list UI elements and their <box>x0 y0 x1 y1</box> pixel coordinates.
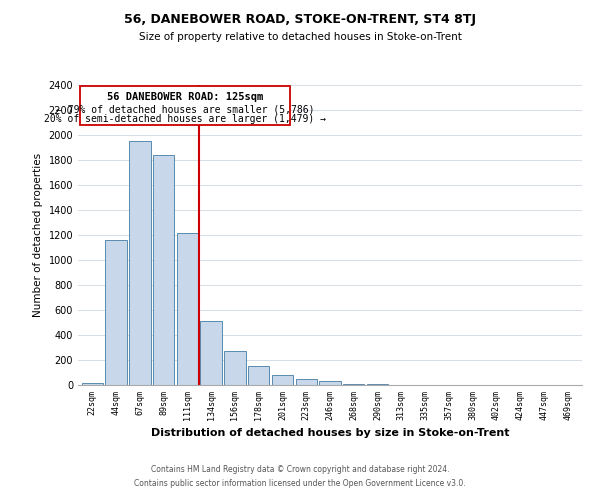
Bar <box>82 382 103 385</box>
Bar <box>343 384 364 385</box>
Bar <box>296 380 317 385</box>
Bar <box>176 232 198 385</box>
Bar <box>106 240 127 385</box>
X-axis label: Distribution of detached houses by size in Stoke-on-Trent: Distribution of detached houses by size … <box>151 428 509 438</box>
Bar <box>200 322 222 385</box>
Text: 56, DANEBOWER ROAD, STOKE-ON-TRENT, ST4 8TJ: 56, DANEBOWER ROAD, STOKE-ON-TRENT, ST4 … <box>124 12 476 26</box>
Text: ← 79% of detached houses are smaller (5,786): ← 79% of detached houses are smaller (5,… <box>56 104 314 115</box>
Bar <box>272 375 293 385</box>
Bar <box>224 351 245 385</box>
Bar <box>153 155 174 385</box>
Bar <box>248 366 269 385</box>
Bar <box>129 141 151 385</box>
Text: 56 DANEBOWER ROAD: 125sqm: 56 DANEBOWER ROAD: 125sqm <box>107 92 263 102</box>
Text: Size of property relative to detached houses in Stoke-on-Trent: Size of property relative to detached ho… <box>139 32 461 42</box>
Y-axis label: Number of detached properties: Number of detached properties <box>33 153 43 317</box>
Bar <box>80 86 290 125</box>
Text: Contains HM Land Registry data © Crown copyright and database right 2024.
Contai: Contains HM Land Registry data © Crown c… <box>134 466 466 487</box>
Text: 20% of semi-detached houses are larger (1,479) →: 20% of semi-detached houses are larger (… <box>44 114 326 124</box>
Bar <box>367 384 388 385</box>
Bar <box>319 380 341 385</box>
